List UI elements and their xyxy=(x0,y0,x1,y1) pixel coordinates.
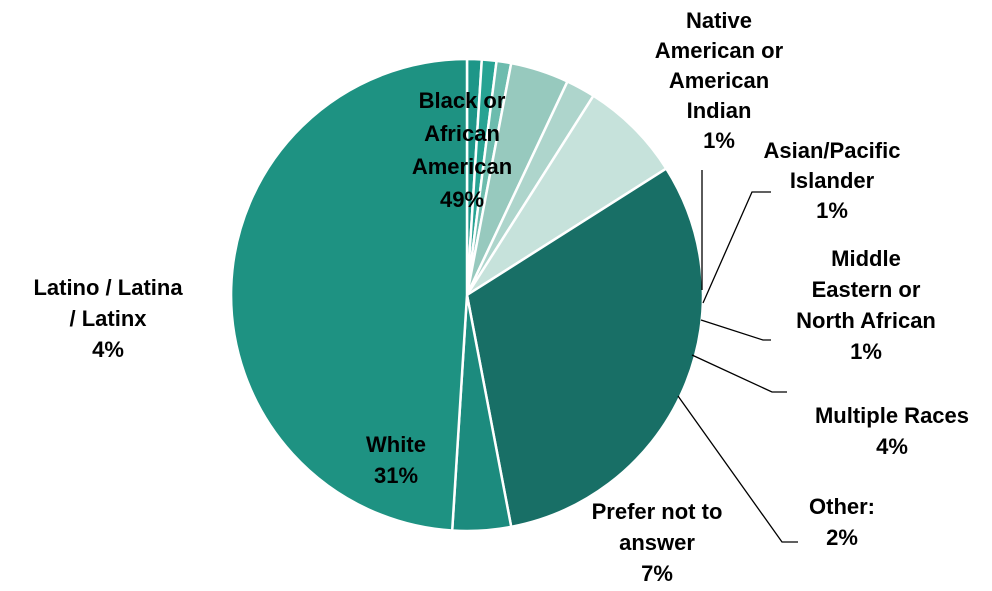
label-white: White 31% xyxy=(366,432,426,488)
label-prefer-line: Prefer not to xyxy=(592,499,723,524)
label-latino-line: Latino / Latina xyxy=(33,275,183,300)
label-black-line: African xyxy=(424,121,500,146)
label-mena-percent: 1% xyxy=(850,339,882,364)
label-black-percent: 49% xyxy=(440,187,484,212)
leader-other xyxy=(677,395,798,543)
pie-slice-black-or-african-american xyxy=(229,57,469,532)
pie-slice-white xyxy=(465,166,705,529)
label-mena-line: Middle xyxy=(831,246,901,271)
label-black-line: Black or xyxy=(419,88,506,113)
label-native-line: American or xyxy=(655,38,784,63)
label-other-percent: 2% xyxy=(826,525,858,550)
label-asian-line: Islander xyxy=(790,168,875,193)
label-native-line: Native xyxy=(686,8,752,33)
label-native: Native American or American Indian 1% xyxy=(655,8,784,153)
slice-labels: Native American or American Indian 1% Asian/P… xyxy=(33,8,969,586)
label-white-line: White xyxy=(366,432,426,457)
label-black: Black or African American 49% xyxy=(412,88,512,212)
label-asian: Asian/Pacific Islander 1% xyxy=(764,138,901,223)
label-prefer-percent: 7% xyxy=(641,561,673,586)
label-mena: Middle Eastern or North African 1% xyxy=(796,246,936,364)
leader-multiple xyxy=(691,354,787,393)
label-other: Other: 2% xyxy=(809,494,875,550)
leader-lines xyxy=(677,170,798,543)
label-latino-line: / Latinx xyxy=(69,306,147,331)
label-multiple-percent: 4% xyxy=(876,434,908,459)
label-native-line: Indian xyxy=(687,98,752,123)
label-asian-percent: 1% xyxy=(816,198,848,223)
label-mena-line: Eastern or xyxy=(812,277,921,302)
label-multiple: Multiple Races 4% xyxy=(815,403,969,459)
label-prefer: Prefer not to answer 7% xyxy=(592,499,723,586)
pie-slices xyxy=(229,57,705,533)
label-black-line: American xyxy=(412,154,512,179)
label-native-line: American xyxy=(669,68,769,93)
label-mena-line: North African xyxy=(796,308,936,333)
label-latino: Latino / Latina / Latinx 4% xyxy=(33,275,183,362)
label-latino-percent: 4% xyxy=(92,337,124,362)
pie-slice-prefer-not-to-answer xyxy=(465,94,668,297)
label-multiple-line: Multiple Races xyxy=(815,403,969,428)
label-prefer-line: answer xyxy=(619,530,695,555)
label-native-percent: 1% xyxy=(703,128,735,153)
leader-mena xyxy=(700,319,771,341)
label-other-line: Other: xyxy=(809,494,875,519)
label-asian-line: Asian/Pacific xyxy=(764,138,901,163)
leader-asian xyxy=(702,191,771,304)
label-white-percent: 31% xyxy=(374,463,418,488)
